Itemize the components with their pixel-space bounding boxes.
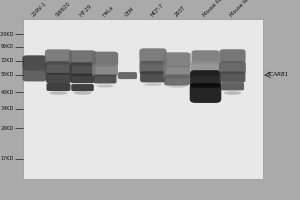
- Text: 22RV-1: 22RV-1: [31, 1, 48, 18]
- Text: MCF-7: MCF-7: [149, 3, 165, 18]
- FancyBboxPatch shape: [69, 62, 96, 76]
- FancyBboxPatch shape: [94, 75, 116, 83]
- Text: 34KD: 34KD: [1, 106, 14, 112]
- FancyBboxPatch shape: [190, 70, 221, 88]
- FancyBboxPatch shape: [164, 74, 190, 86]
- FancyBboxPatch shape: [69, 50, 96, 66]
- Text: SW620: SW620: [55, 1, 72, 18]
- FancyBboxPatch shape: [164, 65, 190, 78]
- Text: 55KD: 55KD: [1, 72, 14, 77]
- FancyBboxPatch shape: [219, 49, 246, 63]
- Text: 130KD: 130KD: [0, 31, 14, 36]
- Text: SCARB1: SCARB1: [267, 72, 289, 77]
- Text: Mouse testis: Mouse testis: [229, 0, 256, 18]
- FancyBboxPatch shape: [45, 49, 72, 65]
- Text: CEM: CEM: [124, 6, 136, 18]
- FancyBboxPatch shape: [220, 71, 245, 83]
- Ellipse shape: [49, 91, 68, 95]
- Ellipse shape: [96, 85, 114, 88]
- FancyBboxPatch shape: [191, 61, 220, 76]
- FancyBboxPatch shape: [46, 73, 71, 83]
- FancyBboxPatch shape: [140, 61, 166, 74]
- FancyBboxPatch shape: [71, 84, 94, 91]
- Text: 293T: 293T: [173, 5, 186, 18]
- FancyBboxPatch shape: [22, 55, 46, 71]
- Ellipse shape: [74, 91, 92, 95]
- Text: HeLa: HeLa: [101, 5, 114, 18]
- FancyBboxPatch shape: [70, 74, 94, 83]
- Text: 95KD: 95KD: [1, 45, 14, 49]
- Ellipse shape: [224, 91, 241, 95]
- Bar: [22, 19, 262, 179]
- Text: Mouse liver: Mouse liver: [202, 0, 227, 18]
- FancyBboxPatch shape: [22, 67, 46, 81]
- FancyBboxPatch shape: [219, 61, 246, 74]
- Text: 72KD: 72KD: [1, 58, 14, 64]
- Text: HT-29: HT-29: [79, 4, 93, 18]
- FancyBboxPatch shape: [45, 61, 72, 75]
- FancyBboxPatch shape: [140, 71, 166, 82]
- FancyBboxPatch shape: [118, 72, 137, 79]
- FancyBboxPatch shape: [221, 82, 244, 90]
- Text: 43KD: 43KD: [1, 90, 14, 95]
- FancyBboxPatch shape: [191, 50, 220, 64]
- Ellipse shape: [144, 83, 162, 86]
- FancyBboxPatch shape: [46, 83, 70, 91]
- Ellipse shape: [168, 85, 186, 88]
- FancyBboxPatch shape: [190, 83, 221, 103]
- Text: 17KD: 17KD: [1, 156, 14, 162]
- Text: 26KD: 26KD: [1, 126, 14, 130]
- FancyBboxPatch shape: [92, 52, 118, 66]
- FancyBboxPatch shape: [140, 48, 166, 64]
- FancyBboxPatch shape: [92, 64, 118, 77]
- FancyBboxPatch shape: [164, 52, 190, 68]
